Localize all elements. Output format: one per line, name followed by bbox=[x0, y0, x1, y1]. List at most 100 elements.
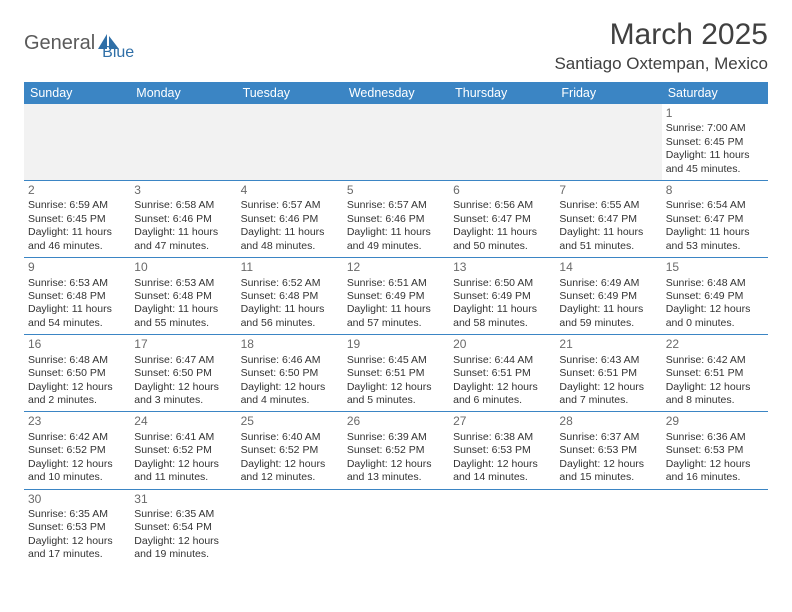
sunrise-text: Sunrise: 6:39 AM bbox=[347, 431, 445, 444]
sunrise-text: Sunrise: 6:55 AM bbox=[559, 199, 657, 212]
calendar-week-row: 1Sunrise: 7:00 AMSunset: 6:45 PMDaylight… bbox=[24, 104, 768, 181]
daylight-text: Daylight: 12 hours and 10 minutes. bbox=[28, 458, 126, 485]
day-number: 9 bbox=[28, 260, 126, 275]
calendar-day-cell: 31Sunrise: 6:35 AMSunset: 6:54 PMDayligh… bbox=[130, 489, 236, 566]
daylight-text: Daylight: 12 hours and 12 minutes. bbox=[241, 458, 339, 485]
calendar-day-cell: 20Sunrise: 6:44 AMSunset: 6:51 PMDayligh… bbox=[449, 335, 555, 412]
calendar-table: Sunday Monday Tuesday Wednesday Thursday… bbox=[24, 82, 768, 566]
calendar-day-cell: 25Sunrise: 6:40 AMSunset: 6:52 PMDayligh… bbox=[237, 412, 343, 489]
sunrise-text: Sunrise: 6:37 AM bbox=[559, 431, 657, 444]
sunset-text: Sunset: 6:48 PM bbox=[28, 290, 126, 303]
logo-text-general: General bbox=[24, 32, 95, 55]
daylight-text: Daylight: 12 hours and 13 minutes. bbox=[347, 458, 445, 485]
day-number: 17 bbox=[134, 337, 232, 352]
calendar-day-cell: 22Sunrise: 6:42 AMSunset: 6:51 PMDayligh… bbox=[662, 335, 768, 412]
sunset-text: Sunset: 6:48 PM bbox=[134, 290, 232, 303]
day-number: 7 bbox=[559, 183, 657, 198]
location-label: Santiago Oxtempan, Mexico bbox=[554, 54, 768, 74]
calendar-day-cell bbox=[130, 104, 236, 181]
weekday-header: Friday bbox=[555, 82, 661, 104]
calendar-day-cell: 19Sunrise: 6:45 AMSunset: 6:51 PMDayligh… bbox=[343, 335, 449, 412]
calendar-day-cell bbox=[237, 489, 343, 566]
calendar-day-cell: 3Sunrise: 6:58 AMSunset: 6:46 PMDaylight… bbox=[130, 181, 236, 258]
calendar-week-row: 9Sunrise: 6:53 AMSunset: 6:48 PMDaylight… bbox=[24, 258, 768, 335]
daylight-text: Daylight: 12 hours and 19 minutes. bbox=[134, 535, 232, 562]
day-number: 12 bbox=[347, 260, 445, 275]
day-number: 18 bbox=[241, 337, 339, 352]
day-number: 23 bbox=[28, 414, 126, 429]
sunset-text: Sunset: 6:48 PM bbox=[241, 290, 339, 303]
day-number: 29 bbox=[666, 414, 764, 429]
daylight-text: Daylight: 11 hours and 49 minutes. bbox=[347, 226, 445, 253]
sunset-text: Sunset: 6:51 PM bbox=[559, 367, 657, 380]
day-number: 15 bbox=[666, 260, 764, 275]
sunset-text: Sunset: 6:47 PM bbox=[453, 213, 551, 226]
daylight-text: Daylight: 11 hours and 51 minutes. bbox=[559, 226, 657, 253]
sunset-text: Sunset: 6:45 PM bbox=[666, 136, 764, 149]
calendar-day-cell: 30Sunrise: 6:35 AMSunset: 6:53 PMDayligh… bbox=[24, 489, 130, 566]
calendar-week-row: 2Sunrise: 6:59 AMSunset: 6:45 PMDaylight… bbox=[24, 181, 768, 258]
sunrise-text: Sunrise: 6:51 AM bbox=[347, 277, 445, 290]
weekday-header: Saturday bbox=[662, 82, 768, 104]
sunset-text: Sunset: 6:49 PM bbox=[666, 290, 764, 303]
sunrise-text: Sunrise: 6:49 AM bbox=[559, 277, 657, 290]
day-number: 21 bbox=[559, 337, 657, 352]
page-title: March 2025 bbox=[554, 18, 768, 52]
calendar-day-cell: 16Sunrise: 6:48 AMSunset: 6:50 PMDayligh… bbox=[24, 335, 130, 412]
calendar-day-cell: 14Sunrise: 6:49 AMSunset: 6:49 PMDayligh… bbox=[555, 258, 661, 335]
day-number: 30 bbox=[28, 492, 126, 507]
sunrise-text: Sunrise: 6:35 AM bbox=[28, 508, 126, 521]
sunset-text: Sunset: 6:52 PM bbox=[347, 444, 445, 457]
sunset-text: Sunset: 6:50 PM bbox=[28, 367, 126, 380]
daylight-text: Daylight: 11 hours and 50 minutes. bbox=[453, 226, 551, 253]
calendar-day-cell: 15Sunrise: 6:48 AMSunset: 6:49 PMDayligh… bbox=[662, 258, 768, 335]
title-block: March 2025 Santiago Oxtempan, Mexico bbox=[554, 18, 768, 74]
sunset-text: Sunset: 6:47 PM bbox=[559, 213, 657, 226]
sunrise-text: Sunrise: 6:59 AM bbox=[28, 199, 126, 212]
daylight-text: Daylight: 12 hours and 0 minutes. bbox=[666, 303, 764, 330]
day-number: 27 bbox=[453, 414, 551, 429]
calendar-day-cell: 24Sunrise: 6:41 AMSunset: 6:52 PMDayligh… bbox=[130, 412, 236, 489]
daylight-text: Daylight: 12 hours and 7 minutes. bbox=[559, 381, 657, 408]
day-number: 6 bbox=[453, 183, 551, 198]
calendar-day-cell: 9Sunrise: 6:53 AMSunset: 6:48 PMDaylight… bbox=[24, 258, 130, 335]
weekday-header: Wednesday bbox=[343, 82, 449, 104]
sunset-text: Sunset: 6:49 PM bbox=[347, 290, 445, 303]
weekday-header: Monday bbox=[130, 82, 236, 104]
daylight-text: Daylight: 12 hours and 5 minutes. bbox=[347, 381, 445, 408]
sunset-text: Sunset: 6:53 PM bbox=[28, 521, 126, 534]
sunset-text: Sunset: 6:52 PM bbox=[134, 444, 232, 457]
sunset-text: Sunset: 6:47 PM bbox=[666, 213, 764, 226]
sunrise-text: Sunrise: 6:48 AM bbox=[28, 354, 126, 367]
daylight-text: Daylight: 12 hours and 11 minutes. bbox=[134, 458, 232, 485]
sunrise-text: Sunrise: 6:58 AM bbox=[134, 199, 232, 212]
day-number: 4 bbox=[241, 183, 339, 198]
sunset-text: Sunset: 6:46 PM bbox=[347, 213, 445, 226]
weekday-header: Thursday bbox=[449, 82, 555, 104]
sunrise-text: Sunrise: 6:46 AM bbox=[241, 354, 339, 367]
sunset-text: Sunset: 6:52 PM bbox=[241, 444, 339, 457]
sunset-text: Sunset: 6:54 PM bbox=[134, 521, 232, 534]
calendar-day-cell bbox=[237, 104, 343, 181]
sunrise-text: Sunrise: 6:47 AM bbox=[134, 354, 232, 367]
sunset-text: Sunset: 6:53 PM bbox=[453, 444, 551, 457]
header: General Blue March 2025 Santiago Oxtempa… bbox=[24, 18, 768, 74]
sunrise-text: Sunrise: 6:53 AM bbox=[28, 277, 126, 290]
calendar-day-cell: 7Sunrise: 6:55 AMSunset: 6:47 PMDaylight… bbox=[555, 181, 661, 258]
daylight-text: Daylight: 11 hours and 58 minutes. bbox=[453, 303, 551, 330]
sunrise-text: Sunrise: 6:42 AM bbox=[28, 431, 126, 444]
day-number: 31 bbox=[134, 492, 232, 507]
sunset-text: Sunset: 6:45 PM bbox=[28, 213, 126, 226]
sunrise-text: Sunrise: 6:42 AM bbox=[666, 354, 764, 367]
weekday-header: Tuesday bbox=[237, 82, 343, 104]
sunset-text: Sunset: 6:46 PM bbox=[241, 213, 339, 226]
day-number: 22 bbox=[666, 337, 764, 352]
day-number: 3 bbox=[134, 183, 232, 198]
calendar-day-cell: 4Sunrise: 6:57 AMSunset: 6:46 PMDaylight… bbox=[237, 181, 343, 258]
sunrise-text: Sunrise: 6:40 AM bbox=[241, 431, 339, 444]
day-number: 1 bbox=[666, 106, 764, 121]
sunrise-text: Sunrise: 6:50 AM bbox=[453, 277, 551, 290]
day-number: 28 bbox=[559, 414, 657, 429]
daylight-text: Daylight: 12 hours and 16 minutes. bbox=[666, 458, 764, 485]
sunrise-text: Sunrise: 7:00 AM bbox=[666, 122, 764, 135]
